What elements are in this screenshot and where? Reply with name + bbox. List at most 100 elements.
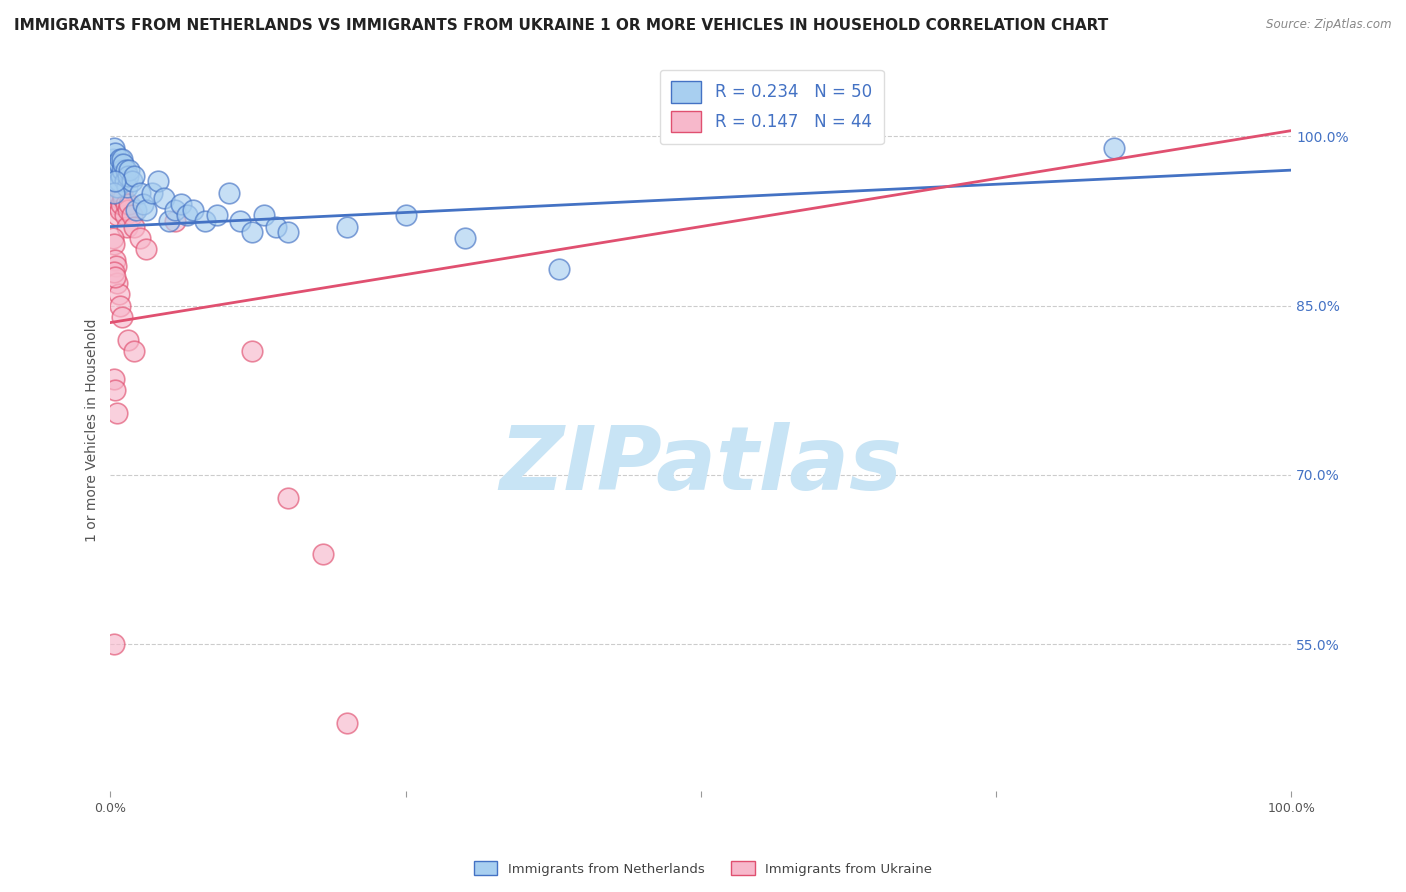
Point	[108, 152, 131, 166]
Point	[107, 163, 129, 178]
Point	[112, 157, 135, 171]
Point	[104, 186, 127, 200]
Point	[107, 174, 129, 188]
Point	[104, 253, 127, 268]
Point	[110, 197, 132, 211]
Point	[176, 208, 198, 222]
Point	[146, 174, 169, 188]
Point	[205, 208, 228, 222]
Point	[121, 208, 143, 222]
Point	[108, 299, 131, 313]
Point	[115, 180, 138, 194]
Point	[454, 231, 477, 245]
Point	[141, 186, 163, 200]
Point	[111, 186, 134, 200]
Point	[103, 174, 125, 188]
Point	[117, 202, 139, 217]
Point	[114, 174, 136, 188]
Point	[165, 214, 187, 228]
Point	[118, 163, 141, 178]
Point	[122, 343, 145, 358]
Point	[105, 174, 128, 188]
Point	[170, 197, 193, 211]
Point	[107, 208, 129, 222]
Point	[114, 197, 136, 211]
Text: ZIPatlas: ZIPatlas	[499, 423, 903, 509]
Point	[107, 287, 129, 301]
Point	[336, 219, 359, 234]
Point	[117, 333, 139, 347]
Point	[104, 146, 127, 161]
Point	[111, 163, 134, 178]
Point	[240, 225, 263, 239]
Point	[336, 716, 359, 731]
Point	[129, 186, 152, 200]
Point	[125, 202, 148, 217]
Point	[111, 152, 134, 166]
Point	[103, 186, 125, 200]
Point	[107, 180, 129, 194]
Point	[194, 214, 217, 228]
Point	[135, 202, 157, 217]
Point	[111, 310, 134, 324]
Point	[115, 219, 138, 234]
Point	[101, 152, 124, 166]
Point	[114, 208, 136, 222]
Point	[104, 384, 127, 398]
Point	[240, 343, 263, 358]
Point	[1102, 140, 1125, 154]
Point	[229, 214, 252, 228]
Point	[103, 265, 125, 279]
Point	[129, 231, 152, 245]
Point	[122, 219, 145, 234]
Point	[152, 191, 174, 205]
Point	[104, 169, 127, 183]
Point	[103, 140, 125, 154]
Legend: Immigrants from Netherlands, Immigrants from Ukraine: Immigrants from Netherlands, Immigrants …	[468, 855, 938, 881]
Point	[103, 637, 125, 651]
Point	[105, 174, 128, 188]
Point	[165, 202, 187, 217]
Point	[103, 157, 125, 171]
Point	[112, 191, 135, 205]
Text: Source: ZipAtlas.com: Source: ZipAtlas.com	[1267, 18, 1392, 31]
Point	[105, 157, 128, 171]
Point	[103, 236, 125, 251]
Point	[103, 180, 125, 194]
Point	[114, 163, 136, 178]
Point	[277, 225, 299, 239]
Point	[107, 186, 129, 200]
Point	[107, 276, 129, 290]
Point	[103, 372, 125, 386]
Point	[104, 174, 127, 188]
Point	[218, 186, 240, 200]
Text: IMMIGRANTS FROM NETHERLANDS VS IMMIGRANTS FROM UKRAINE 1 OR MORE VEHICLES IN HOU: IMMIGRANTS FROM NETHERLANDS VS IMMIGRANT…	[14, 18, 1108, 33]
Point	[135, 242, 157, 256]
Point	[108, 202, 131, 217]
Point	[312, 547, 335, 561]
Point	[122, 169, 145, 183]
Point	[264, 219, 287, 234]
Point	[110, 169, 132, 183]
Point	[132, 197, 155, 211]
Point	[121, 174, 143, 188]
Y-axis label: 1 or more Vehicles in Household: 1 or more Vehicles in Household	[86, 318, 100, 541]
Point	[105, 197, 128, 211]
Point	[181, 202, 204, 217]
Point	[105, 259, 128, 273]
Point	[548, 262, 571, 277]
Point	[395, 208, 418, 222]
Point	[107, 406, 129, 420]
Point	[107, 191, 129, 205]
Point	[277, 491, 299, 505]
Point	[253, 208, 276, 222]
Point	[104, 163, 127, 178]
Point	[107, 157, 129, 171]
Point	[118, 197, 141, 211]
Point	[101, 163, 124, 178]
Point	[159, 214, 181, 228]
Legend: R = 0.234   N = 50, R = 0.147   N = 44: R = 0.234 N = 50, R = 0.147 N = 44	[659, 70, 883, 145]
Point	[101, 231, 124, 245]
Point	[117, 169, 139, 183]
Point	[104, 270, 127, 285]
